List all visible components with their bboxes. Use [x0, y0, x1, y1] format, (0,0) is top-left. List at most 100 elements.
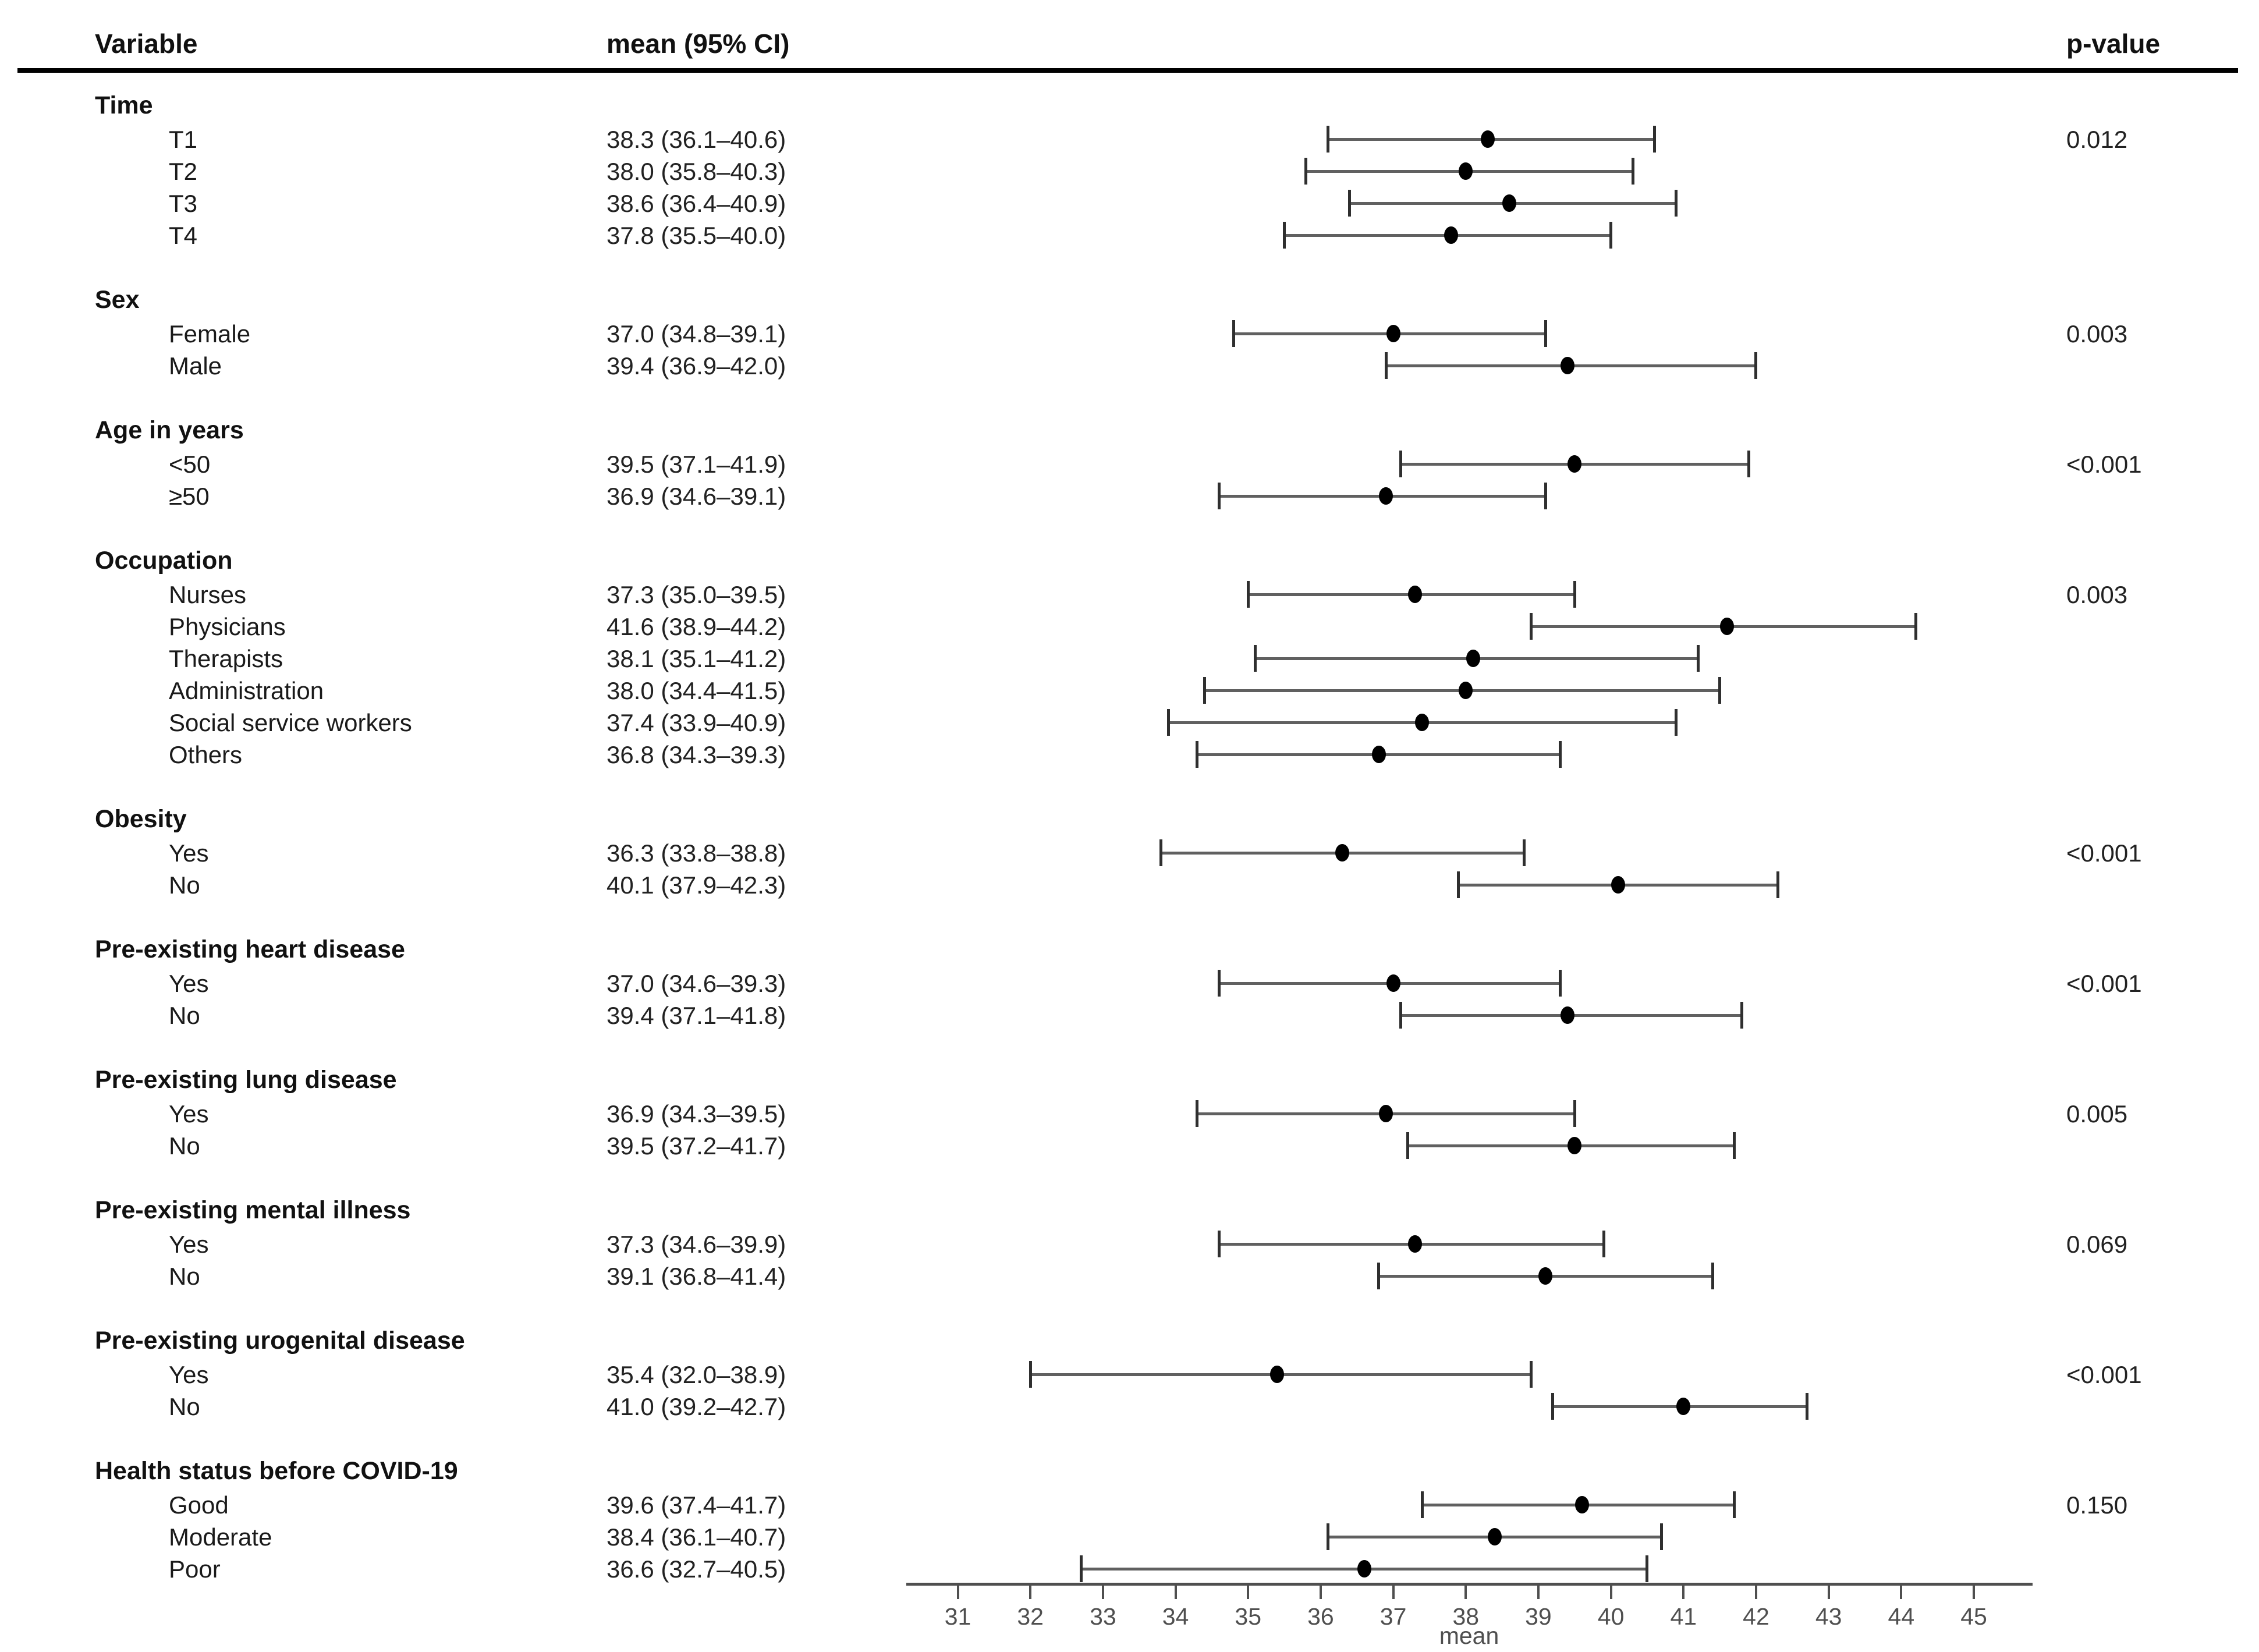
item-label: Therapists: [169, 645, 283, 672]
ci-cap-left: [1283, 222, 1286, 249]
x-axis-tick: [1754, 1584, 1757, 1599]
x-axis-tick: [1029, 1584, 1032, 1599]
mean-dot: [1480, 130, 1495, 148]
ci-cap-left: [1217, 970, 1221, 997]
ci-cap-left: [1203, 677, 1206, 704]
x-axis-tick: [1319, 1584, 1322, 1599]
p-value-text: 0.005: [2066, 1100, 2128, 1128]
ci-whisker: [906, 123, 2033, 155]
ci-cap-left: [1551, 1393, 1555, 1420]
ci-cap-left: [1406, 1132, 1410, 1159]
mean-dot: [1379, 1105, 1393, 1122]
x-axis-tick-label: 34: [1162, 1603, 1189, 1630]
mean-ci-text: 35.4 (32.0–38.9): [607, 1361, 786, 1388]
mean-dot: [1574, 1496, 1589, 1513]
ci-cap-left: [1384, 352, 1388, 379]
ci-whisker: [906, 675, 2033, 707]
ci-cap-left: [1217, 483, 1221, 509]
ci-cap-right: [1631, 158, 1634, 185]
group-label: Time: [95, 91, 153, 119]
ci-whisker: [906, 350, 2033, 382]
mean-ci-text: 38.0 (34.4–41.5): [607, 677, 786, 704]
mean-ci-text: 39.5 (37.2–41.7): [607, 1132, 786, 1160]
x-axis-tick-label: 42: [1743, 1603, 1769, 1630]
ci-cap-right: [1675, 190, 1678, 217]
column-header-variable: Variable: [95, 29, 198, 59]
mean-ci-text: 40.1 (37.9–42.3): [607, 871, 786, 899]
x-axis-tick: [1682, 1584, 1685, 1599]
item-label: Nurses: [169, 581, 247, 608]
mean-ci-text: 39.6 (37.4–41.7): [607, 1491, 786, 1519]
item-label: Physicians: [169, 613, 286, 640]
x-axis-tick: [1464, 1584, 1467, 1599]
ci-cap-left: [1529, 613, 1533, 640]
group-label: Health status before COVID-19: [95, 1457, 458, 1485]
item-label: Social service workers: [169, 709, 412, 736]
ci-cap-left: [1254, 645, 1257, 672]
mean-ci-text: 37.0 (34.6–39.3): [607, 970, 786, 997]
mean-ci-text: 37.0 (34.8–39.1): [607, 320, 786, 348]
mean-ci-text: 36.8 (34.3–39.3): [607, 741, 786, 768]
ci-cap-left: [1377, 1263, 1381, 1289]
ci-cap-left: [1196, 1100, 1199, 1127]
mean-dot: [1357, 1560, 1371, 1577]
mean-ci-text: 39.4 (36.9–42.0): [607, 352, 786, 380]
mean-ci-text: 41.6 (38.9–44.2): [607, 613, 786, 640]
group-label: Pre-existing mental illness: [95, 1196, 411, 1224]
mean-dot: [1611, 876, 1626, 894]
mean-dot: [1415, 714, 1430, 731]
mean-ci-text: 38.1 (35.1–41.2): [607, 645, 786, 672]
group-label: Pre-existing lung disease: [95, 1066, 397, 1094]
ci-whisker: [906, 1553, 2033, 1585]
item-label: Administration: [169, 677, 324, 704]
ci-cap-right: [1522, 839, 1526, 866]
ci-cap-right: [1718, 677, 1722, 704]
mean-dot: [1407, 586, 1422, 603]
mean-dot: [1538, 1267, 1553, 1285]
ci-cap-right: [1609, 222, 1613, 249]
p-value-text: <0.001: [2066, 1361, 2142, 1388]
p-value-text: 0.069: [2066, 1231, 2128, 1258]
mean-ci-text: 37.3 (35.0–39.5): [607, 581, 786, 608]
p-value-text: <0.001: [2066, 451, 2142, 478]
ci-cap-left: [1420, 1491, 1424, 1518]
group-label: Sex: [95, 286, 140, 314]
ci-whisker: [906, 739, 2033, 771]
item-label: Others: [169, 741, 243, 768]
p-value-text: 0.012: [2066, 126, 2128, 153]
mean-dot: [1568, 455, 1582, 473]
ci-whisker: [906, 967, 2033, 999]
ci-whisker: [906, 187, 2033, 219]
mean-ci-text: 41.0 (39.2–42.7): [607, 1393, 786, 1420]
p-value-text: 0.003: [2066, 320, 2128, 348]
ci-cap-left: [1246, 581, 1250, 608]
ci-cap-right: [1544, 320, 1547, 347]
mean-ci-text: 36.9 (34.3–39.5): [607, 1100, 786, 1128]
ci-cap-left: [1217, 1231, 1221, 1257]
ci-cap-left: [1326, 126, 1329, 153]
x-axis-tick-label: 31: [944, 1603, 971, 1630]
ci-cap-right: [1675, 709, 1678, 736]
ci-whisker: [906, 837, 2033, 869]
header-rule: [17, 68, 2238, 73]
ci-cap-left: [1457, 871, 1460, 898]
mean-dot: [1459, 162, 1473, 180]
ci-whisker: [906, 1130, 2033, 1162]
ci-cap-right: [1544, 483, 1547, 509]
ci-cap-right: [1602, 1231, 1605, 1257]
group-label: Pre-existing heart disease: [95, 935, 405, 963]
ci-whisker: [906, 219, 2033, 251]
mean-dot: [1568, 1137, 1582, 1154]
x-axis-tick-label: 41: [1670, 1603, 1697, 1630]
mean-dot: [1720, 618, 1735, 635]
mean-dot: [1459, 682, 1473, 699]
x-axis-tick: [1900, 1584, 1903, 1599]
x-axis-title: mean: [1439, 1622, 1499, 1649]
mean-ci-text: 38.3 (36.1–40.6): [607, 126, 786, 153]
ci-cap-left: [1399, 1002, 1402, 1029]
ci-whisker: [906, 1359, 2033, 1391]
mean-ci-text: 37.3 (34.6–39.9): [607, 1231, 786, 1258]
mean-ci-text: 37.4 (33.9–40.9): [607, 709, 786, 736]
mean-dot: [1444, 226, 1459, 244]
